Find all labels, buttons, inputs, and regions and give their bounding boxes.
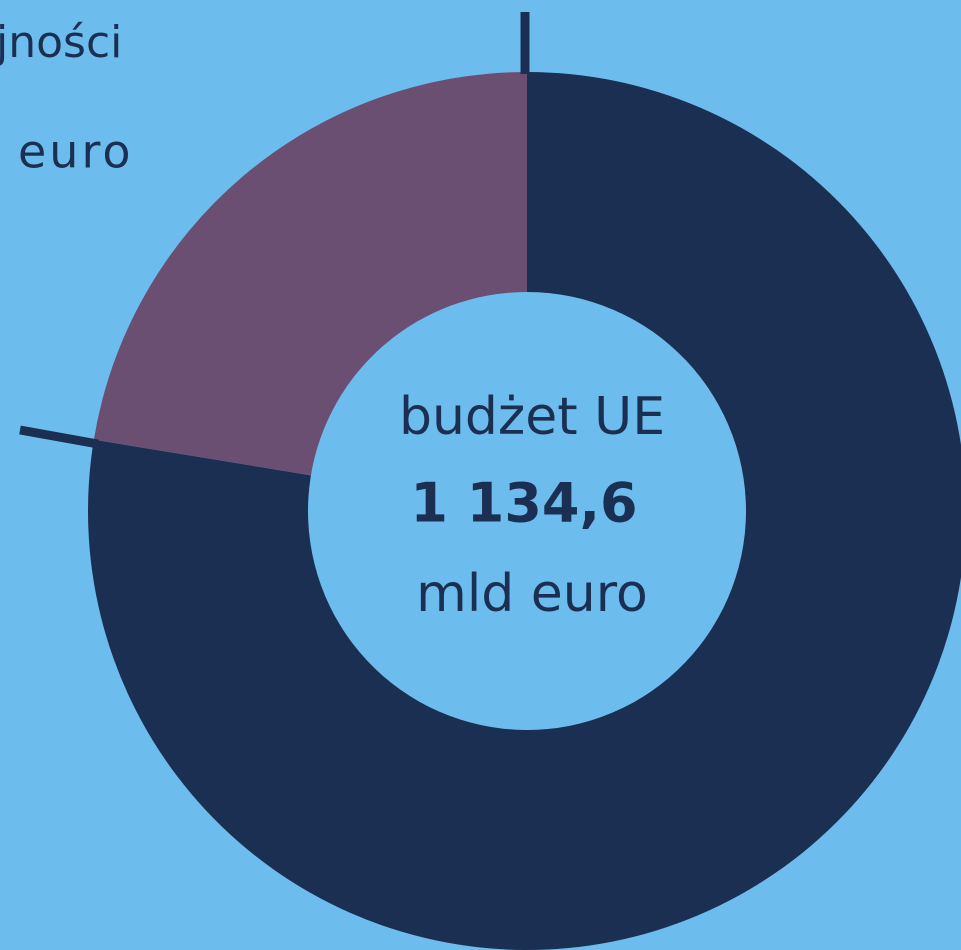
annotation: jności [0,17,122,68]
center-value: 1 134,6 [410,472,637,535]
donut-segment [88,72,961,950]
donut [88,72,961,950]
center-unit: mld euro [416,564,648,624]
donut-segment [93,72,527,476]
annotation: euro [18,125,134,179]
center-label: budżet UE [399,387,665,447]
leader-line [19,425,99,449]
